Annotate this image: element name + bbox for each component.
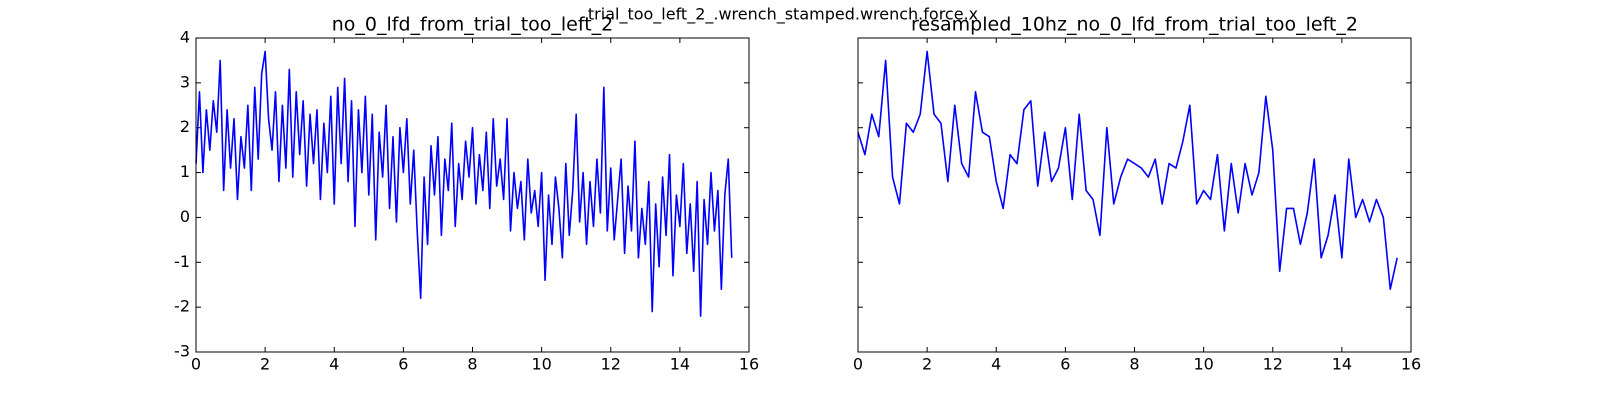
x-tick-label: 16 (739, 355, 759, 374)
x-tick-label: 10 (1193, 355, 1213, 374)
x-tick-label: 0 (853, 355, 863, 374)
x-tick-label: 8 (1129, 355, 1139, 374)
x-tick-label: 4 (991, 355, 1001, 374)
axes-frame (857, 37, 1412, 353)
axes-frame (195, 37, 750, 353)
x-tick-label: 4 (329, 355, 339, 374)
x-tick-label: 6 (398, 355, 408, 374)
x-tick-label: 6 (1060, 355, 1070, 374)
x-tick-label: 10 (531, 355, 551, 374)
y-tick-label: -3 (174, 342, 190, 361)
y-tick-label: 4 (180, 28, 190, 47)
x-tick-label: 0 (191, 355, 201, 374)
x-tick-label: 14 (1332, 355, 1352, 374)
y-tick-label: 0 (180, 207, 190, 226)
y-tick-label: 1 (180, 162, 190, 181)
x-tick-label: 8 (467, 355, 477, 374)
x-tick-label: 12 (1263, 355, 1283, 374)
x-tick-label: 12 (601, 355, 621, 374)
figure-title: trial_too_left_2_.wrench_stamped.wrench.… (588, 5, 978, 25)
y-tick-label: 2 (180, 117, 190, 136)
x-tick-label: 2 (260, 355, 270, 374)
x-tick-label: 16 (1401, 355, 1421, 374)
y-tick-label: 3 (180, 72, 190, 91)
y-tick-label: -2 (174, 297, 190, 316)
data-line (195, 50, 733, 317)
y-tick-label: -1 (174, 252, 190, 271)
chart-title: no_0_lfd_from_trial_too_left_2 (332, 14, 614, 36)
x-tick-label: 2 (922, 355, 932, 374)
chart-title: resampled_10hz_no_0_lfd_from_trial_too_l… (911, 14, 1358, 36)
data-line (857, 50, 1398, 290)
x-tick-label: 14 (670, 355, 690, 374)
